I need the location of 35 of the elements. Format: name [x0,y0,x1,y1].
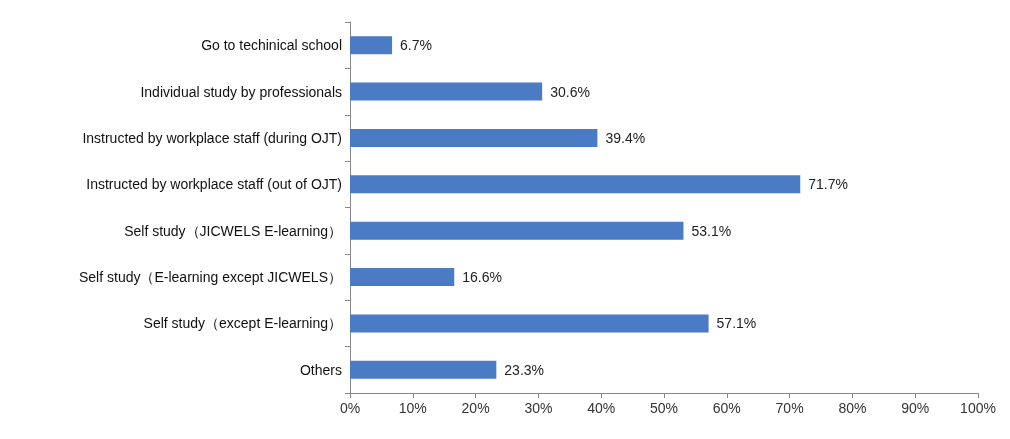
y-tick-label: Go to techinical school [201,37,342,54]
bar [350,175,801,194]
data-label: 23.3% [504,361,545,378]
x-tick-label: 100% [960,400,996,416]
y-tick-label: Self study（E-learning except JICWELS） [79,269,342,286]
data-label: 16.6% [462,269,502,286]
x-tick-label: 0% [339,400,361,416]
x-tick-label: 20% [461,400,490,416]
y-tick-label: Others [299,361,342,378]
bar [350,360,497,379]
x-tick-label: 10% [398,400,427,416]
data-label: 30.6% [550,83,590,100]
y-tick-label: Self study（except E-learning） [143,315,342,332]
bar [350,128,598,147]
y-tick-label: Self study（JICWELS E-learning） [124,222,342,239]
data-label: 57.1% [716,315,757,332]
bar [350,314,709,333]
data-label: 39.4% [605,129,646,146]
bar [350,36,393,55]
bar [350,82,543,101]
x-tick-label: 50% [649,400,679,416]
data-label: 6.7% [400,37,432,54]
x-tick-label: 60% [712,400,741,416]
data-label: 71.7% [808,176,848,193]
x-tick-label: 30% [524,400,553,416]
bar [350,221,684,240]
bar [350,268,455,287]
y-tick-label: Instructed by workplace staff (out of OJT) [86,176,342,193]
data-label: 53.1% [691,222,732,239]
x-tick-label: 90% [901,400,930,416]
x-tick-label: 40% [587,400,616,416]
y-tick-label: Individual study by professionals [140,83,342,100]
x-tick-label: 70% [775,400,804,416]
x-tick-label: 80% [838,400,867,416]
y-tick-label: Instructed by workplace staff (during OJT) [82,129,342,146]
